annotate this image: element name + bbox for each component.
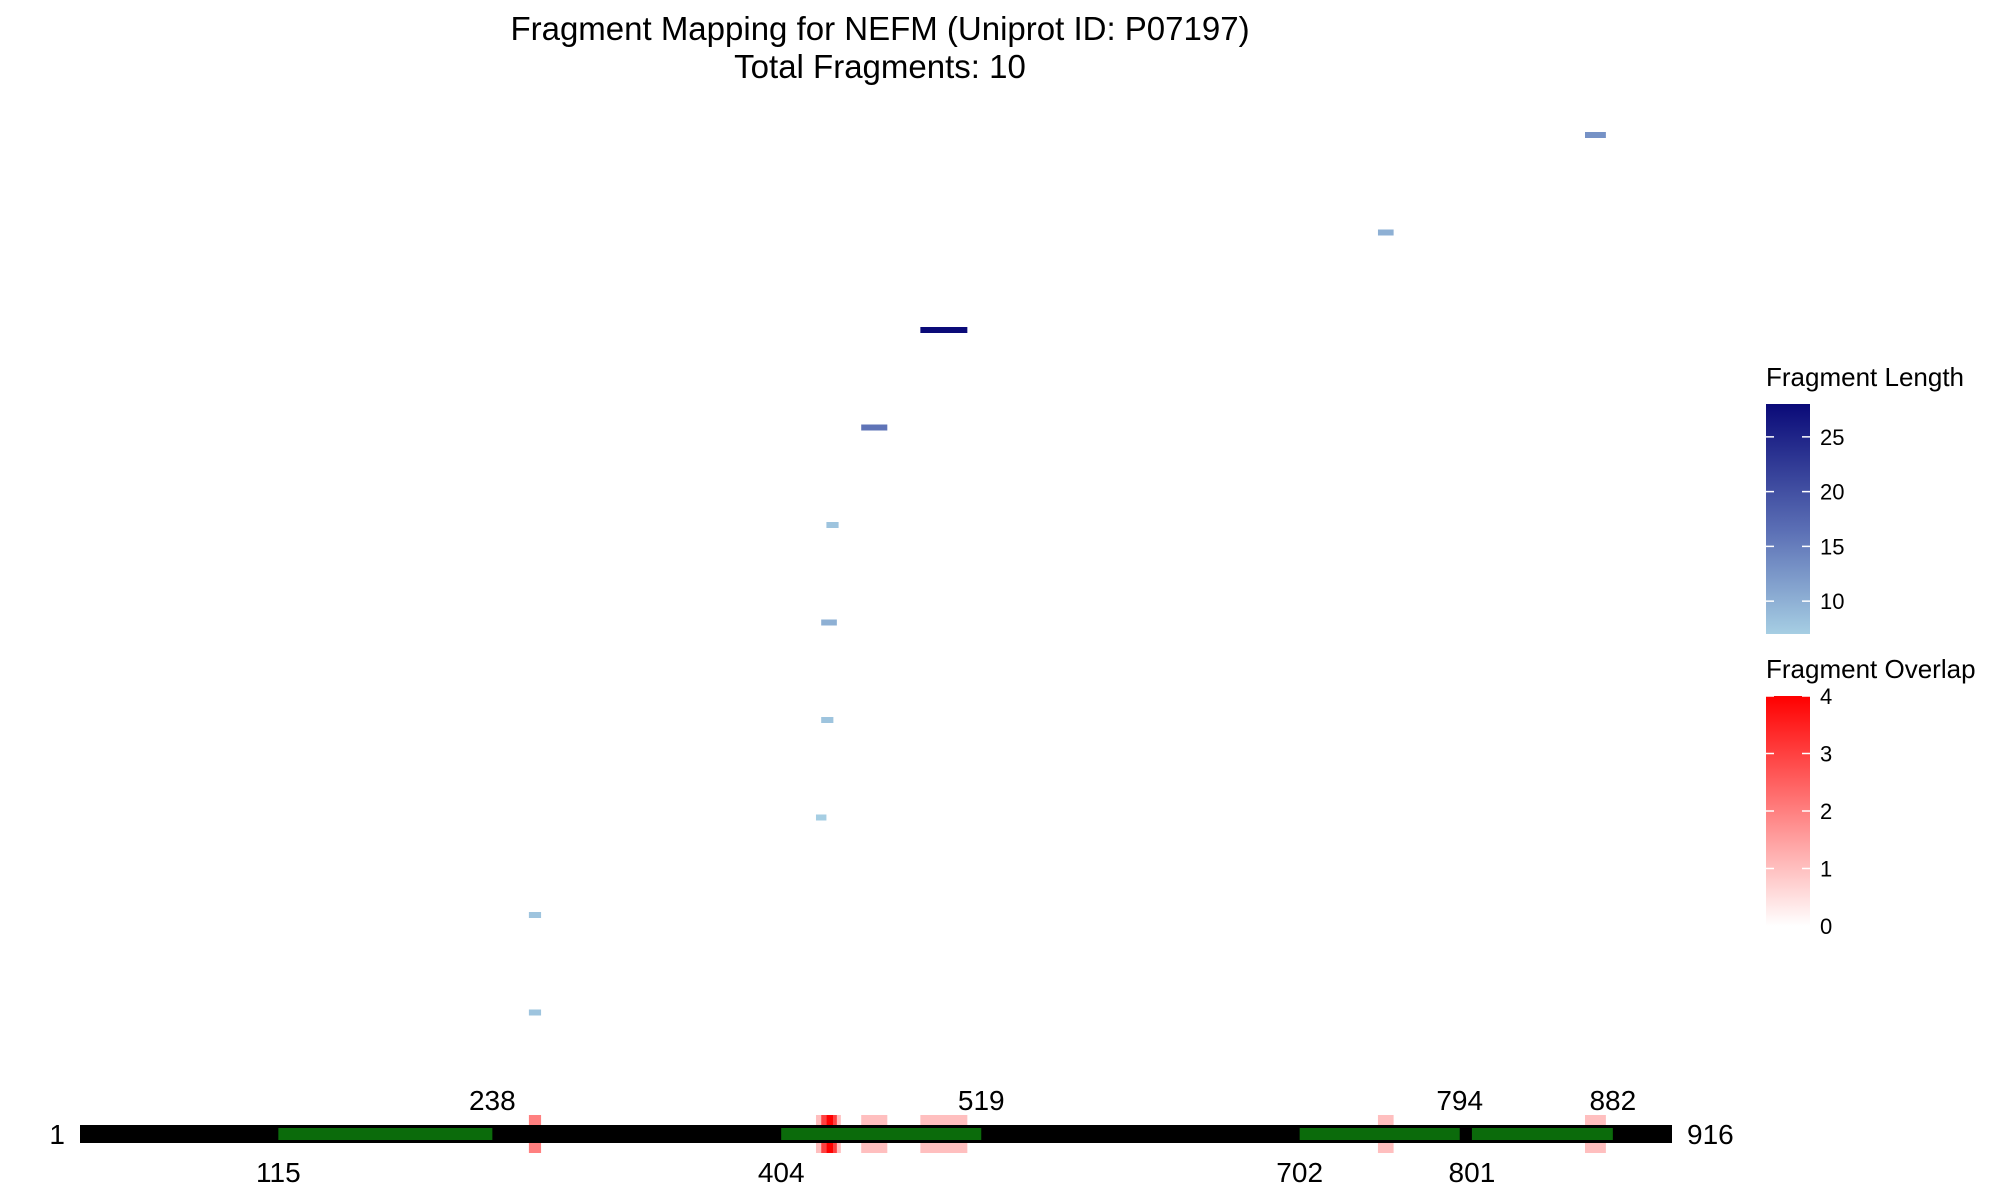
domain-bar: [278, 1128, 493, 1140]
labels-layer: 1 916 115 238 404 519 702 794 801 882: [49, 1085, 1733, 1188]
legend-length-colorbar: [1766, 404, 1810, 634]
domain-boundary-label: 801: [1449, 1157, 1496, 1188]
chart-title: Fragment Mapping for NEFM (Uniprot ID: P…: [510, 10, 1250, 47]
fragment-bar: [821, 717, 834, 723]
protein-start-label: 1: [49, 1119, 65, 1150]
fragment-bar: [826, 522, 839, 528]
legend-length-tick-label: 10: [1820, 589, 1844, 614]
legend-length-tick-label: 25: [1820, 425, 1844, 450]
fragment-bar: [528, 912, 542, 918]
legend-length-title: Fragment Length: [1766, 362, 1965, 392]
domain-boundary-label: 702: [1276, 1157, 1323, 1188]
fragment-bar: [920, 327, 968, 333]
fragment-bar: [528, 1009, 542, 1016]
domain-bar: [781, 1128, 982, 1140]
fragment-bar: [861, 424, 888, 431]
domain-bar: [1299, 1128, 1460, 1140]
legends-layer: 10 15 20 25 0 1 2 3 4: [1766, 404, 1844, 939]
legend-overlap-tick-label: 4: [1820, 684, 1832, 709]
legend-length-tick-label: 15: [1820, 534, 1844, 559]
legend-overlap-title: Fragment Overlap: [1766, 654, 1976, 684]
domain-boundary-label: 882: [1589, 1085, 1636, 1116]
fragment-bar: [1585, 132, 1606, 138]
fragment-bar: [1377, 229, 1394, 236]
legend-length-tick-label: 20: [1820, 480, 1844, 505]
protein-end-label: 916: [1687, 1119, 1734, 1150]
backbone-layer: [80, 1125, 1672, 1143]
legend-overlap-tick-label: 3: [1820, 742, 1832, 767]
domain-boundary-label: 115: [256, 1157, 301, 1188]
legend-overlap-tick-label: 2: [1820, 799, 1832, 824]
domain-bar: [1471, 1128, 1613, 1140]
fragment-bar: [821, 619, 837, 626]
fragments-layer: [528, 132, 1606, 1016]
chart-subtitle: Total Fragments: 10: [734, 48, 1026, 85]
legend-overlap-tick-label: 0: [1820, 914, 1832, 939]
domain-boundary-label: 519: [958, 1085, 1005, 1116]
domain-boundary-label: 238: [469, 1085, 516, 1116]
fragment-bar: [815, 814, 827, 821]
domain-boundary-label: 404: [758, 1157, 805, 1188]
legend-overlap-tick-label: 1: [1820, 857, 1832, 882]
domain-boundary-label: 794: [1436, 1085, 1483, 1116]
